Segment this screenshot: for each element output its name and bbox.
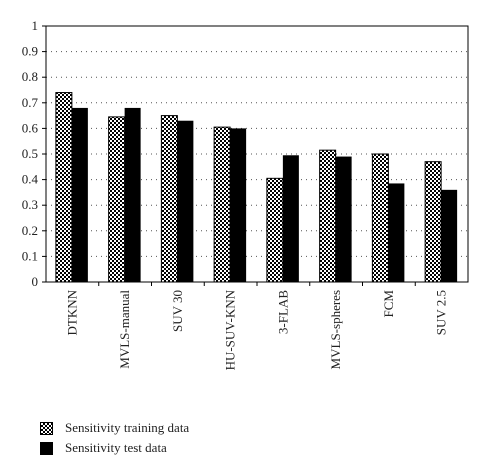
axes [42,25,469,286]
bar-test [388,183,405,282]
y-tick-label: 0.5 [22,146,38,161]
y-tick-label: 1 [32,18,39,33]
x-category-label: DTKNN [64,289,79,335]
y-tick-label: 0.2 [22,223,38,238]
x-category-label: SUV 2.5 [434,290,449,335]
x-category-label: HU-SUV-KNN [223,289,238,370]
x-category-label: SUV 30 [170,290,185,332]
bars [55,92,458,283]
x-category-label: MVLS-manual [117,290,132,369]
bar-chart: 0 0.1 0.2 0.3 0.4 0.5 0.6 0.7 0.8 0.9 1 DTKNN MVLS-… [22,18,469,370]
bar-training [424,161,442,283]
legend-label-training: Sensitivity training data [65,420,190,435]
y-tick-label: 0.7 [22,95,39,110]
y-tick-label: 0.3 [22,197,38,212]
legend-item-test: Sensitivity test data [40,438,189,458]
y-tick-label: 0.9 [22,44,38,59]
bar-training [371,153,389,283]
y-tick-label: 0 [32,274,39,289]
x-category-label: FCM [381,290,396,318]
bar-test [335,156,352,282]
y-tick-label: 0.4 [22,172,39,187]
legend-label-test: Sensitivity test data [65,440,167,455]
bar-test [124,107,141,282]
bar-test [441,189,458,282]
x-category-label: 3-FLAB [275,290,290,334]
bar-training [266,177,284,283]
x-category-label: MVLS-spheres [328,290,343,369]
x-category-labels: DTKNN MVLS-manual SUV 30 HU-SUV-KNN 3-FLAB MV… [64,289,448,370]
legend-swatch-training [40,421,53,435]
bar-training [160,115,178,283]
y-tick-label: 0.1 [22,248,38,263]
bar-training [319,149,337,283]
y-tick-label: 0.8 [22,69,38,84]
bar-test [230,128,247,282]
bar-training [108,116,126,283]
legend-item-training: Sensitivity training data [40,418,189,438]
y-tick-labels: 0 0.1 0.2 0.3 0.4 0.5 0.6 0.7 0.8 0.9 1 [22,18,39,289]
bar-test [177,120,194,282]
legend: Sensitivity training data Sensitivity te… [40,418,189,458]
bar-test [282,155,299,282]
bar-test [71,107,88,282]
y-tick-label: 0.6 [22,120,39,135]
bar-training [55,92,73,283]
bar-training [213,126,231,283]
legend-swatch-test [40,441,53,455]
